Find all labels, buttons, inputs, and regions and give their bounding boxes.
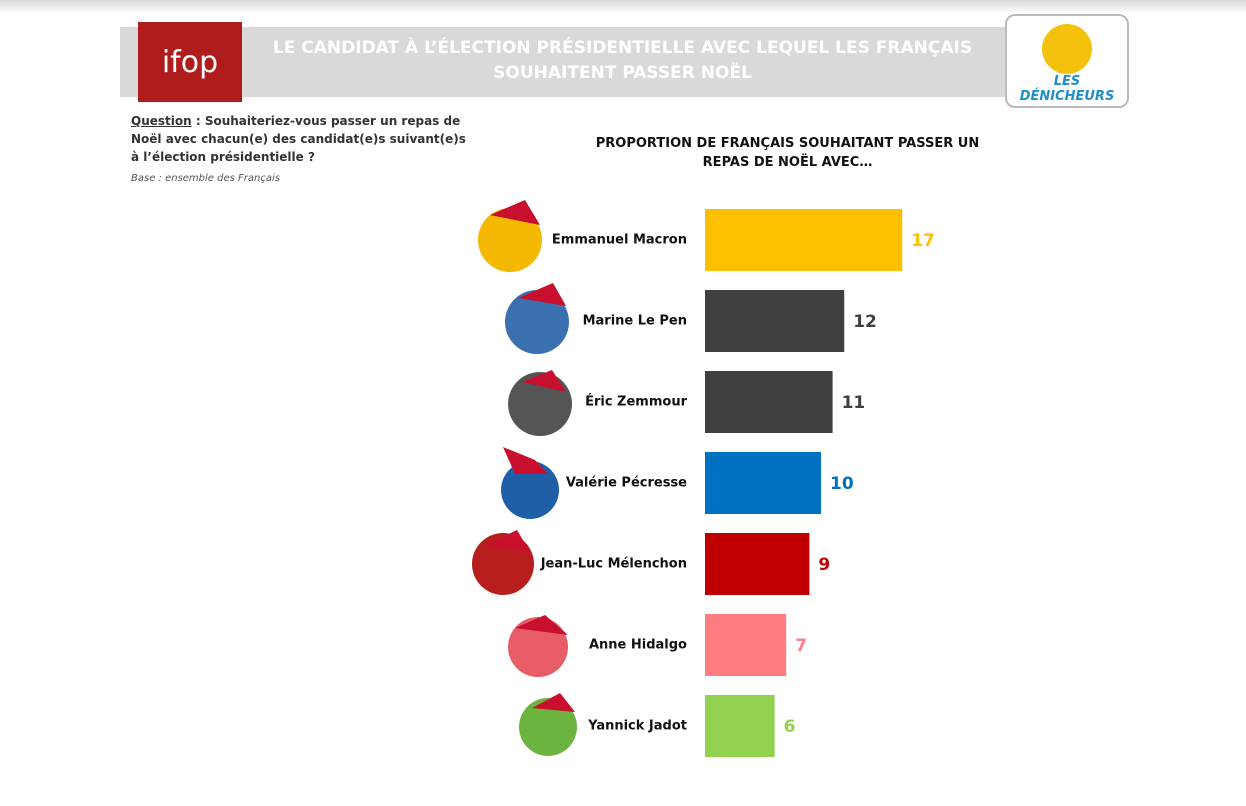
bar (705, 290, 845, 352)
category-label: Jean-Luc Mélenchon (540, 557, 687, 572)
ifop-logo: ifop (138, 22, 242, 102)
question-label: Question (131, 114, 192, 128)
category-label: Anne Hidalgo (589, 638, 687, 653)
value-label: 12 (853, 312, 877, 332)
candidate-photos (472, 200, 577, 756)
chart-title: PROPORTION DE FRANÇAIS SOUHAITANT PASSER… (595, 136, 980, 170)
santa-hat (485, 530, 530, 552)
santa-hat (515, 615, 568, 635)
photo (505, 290, 569, 354)
question: Question : Souhaiteriez-vous passer un r… (131, 112, 471, 166)
header-title: LE CANDIDAT À L’ÉLECTION PRÉSIDENTIELLE … (272, 38, 973, 83)
category-label: Yannick Jadot (587, 719, 687, 734)
value-label: 6 (784, 717, 796, 737)
value-label: 11 (842, 393, 866, 413)
deniche-logo: LES DÉNICHEURS (1005, 14, 1129, 108)
bar (705, 614, 787, 676)
value-label: 9 (818, 555, 830, 575)
bar (705, 695, 775, 757)
value-label: 10 (830, 474, 854, 494)
santa-hat (522, 370, 566, 392)
photo (501, 461, 559, 519)
question-text: : Souhaiteriez-vous passer un repas de N… (131, 114, 466, 164)
category-label: Valérie Pécresse (566, 476, 687, 491)
santa-hat (518, 283, 566, 306)
photo (519, 698, 577, 756)
logo-face (1042, 24, 1092, 74)
santa-hat (490, 200, 540, 225)
bar (705, 209, 903, 271)
santa-hat (503, 447, 548, 474)
category-label: Éric Zemmour (585, 394, 688, 410)
logo-text: LES DÉNICHEURS (1019, 74, 1115, 104)
base-note: Base : ensemble des Français (131, 173, 280, 184)
category-label: Emmanuel Macron (552, 233, 687, 248)
bar (705, 371, 833, 433)
category-label: Marine Le Pen (583, 314, 687, 329)
photo (478, 208, 542, 272)
header-band (120, 27, 1005, 97)
santa-hat (532, 693, 575, 712)
bar (705, 452, 821, 514)
bar (705, 533, 810, 595)
value-label: 17 (911, 231, 935, 251)
top-shadow (0, 0, 1246, 14)
value-label: 7 (795, 636, 807, 656)
